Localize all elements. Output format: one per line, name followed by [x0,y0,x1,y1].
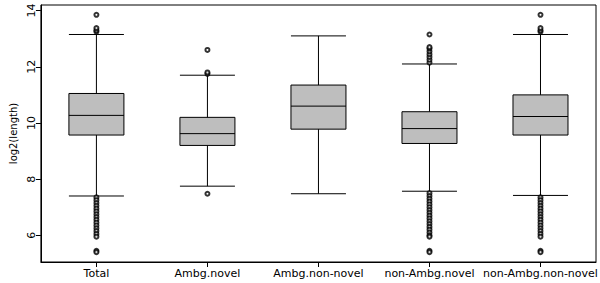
svg-text:12: 12 [25,60,38,74]
svg-text:Total: Total [83,267,110,280]
svg-text:10: 10 [25,116,38,130]
svg-text:Ambg.non-novel: Ambg.non-novel [273,267,363,280]
svg-text:14: 14 [25,4,38,18]
svg-text:non-Ambg.non-novel: non-Ambg.non-novel [483,267,598,280]
svg-text:Ambg.novel: Ambg.novel [175,267,241,280]
svg-text:non-Ambg.novel: non-Ambg.novel [384,267,474,280]
svg-text:6: 6 [25,232,38,239]
svg-text:8: 8 [25,176,38,183]
svg-text:log2(length): log2(length) [8,103,19,164]
